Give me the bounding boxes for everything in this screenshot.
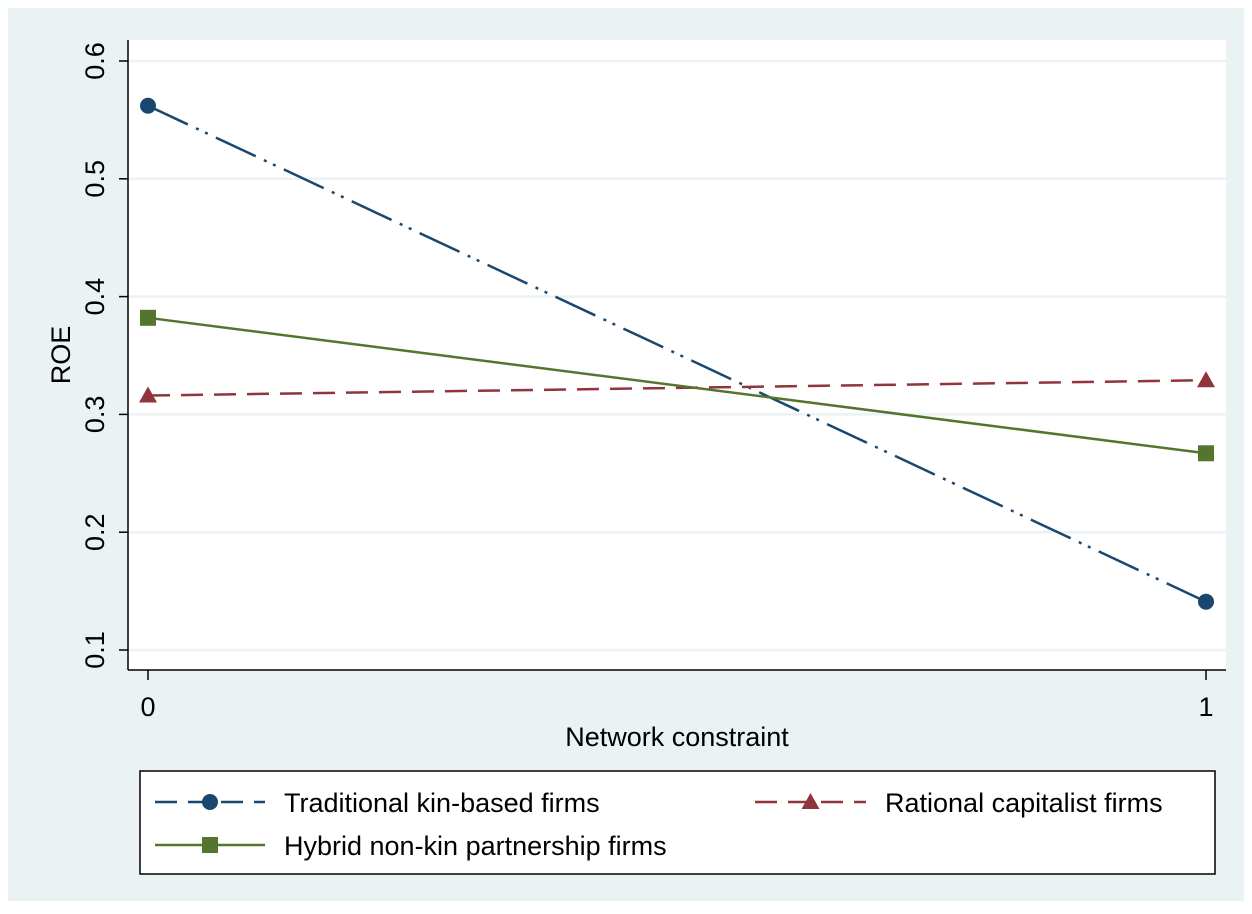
y-tick-label-0: 0.1 — [80, 631, 110, 669]
series-0-point-0 — [140, 98, 156, 114]
y-tick-label-5: 0.6 — [80, 42, 110, 80]
y-tick-label-4: 0.5 — [80, 160, 110, 198]
x-axis-label: Network constraint — [565, 722, 789, 752]
series-2-point-0 — [140, 310, 156, 326]
series-2-point-1 — [1198, 445, 1214, 461]
series-0-point-1 — [1198, 594, 1214, 610]
legend-label-2: Hybrid non-kin partnership firms — [284, 831, 667, 861]
y-tick-label-3: 0.4 — [80, 278, 110, 316]
legend-marker-0 — [202, 794, 218, 810]
y-tick-label-2: 0.3 — [80, 396, 110, 434]
y-axis-label: ROE — [46, 326, 76, 385]
x-tick-label-1: 1 — [1198, 692, 1213, 722]
legend-marker-2 — [202, 837, 218, 853]
y-tick-label-1: 0.2 — [80, 513, 110, 551]
x-tick-label-0: 0 — [140, 692, 155, 722]
plot-area — [128, 40, 1226, 670]
legend-label-0: Traditional kin-based firms — [284, 788, 600, 818]
legend: Traditional kin-based firms Rational capi… — [140, 771, 1215, 874]
legend-label-1: Rational capitalist firms — [885, 788, 1163, 818]
